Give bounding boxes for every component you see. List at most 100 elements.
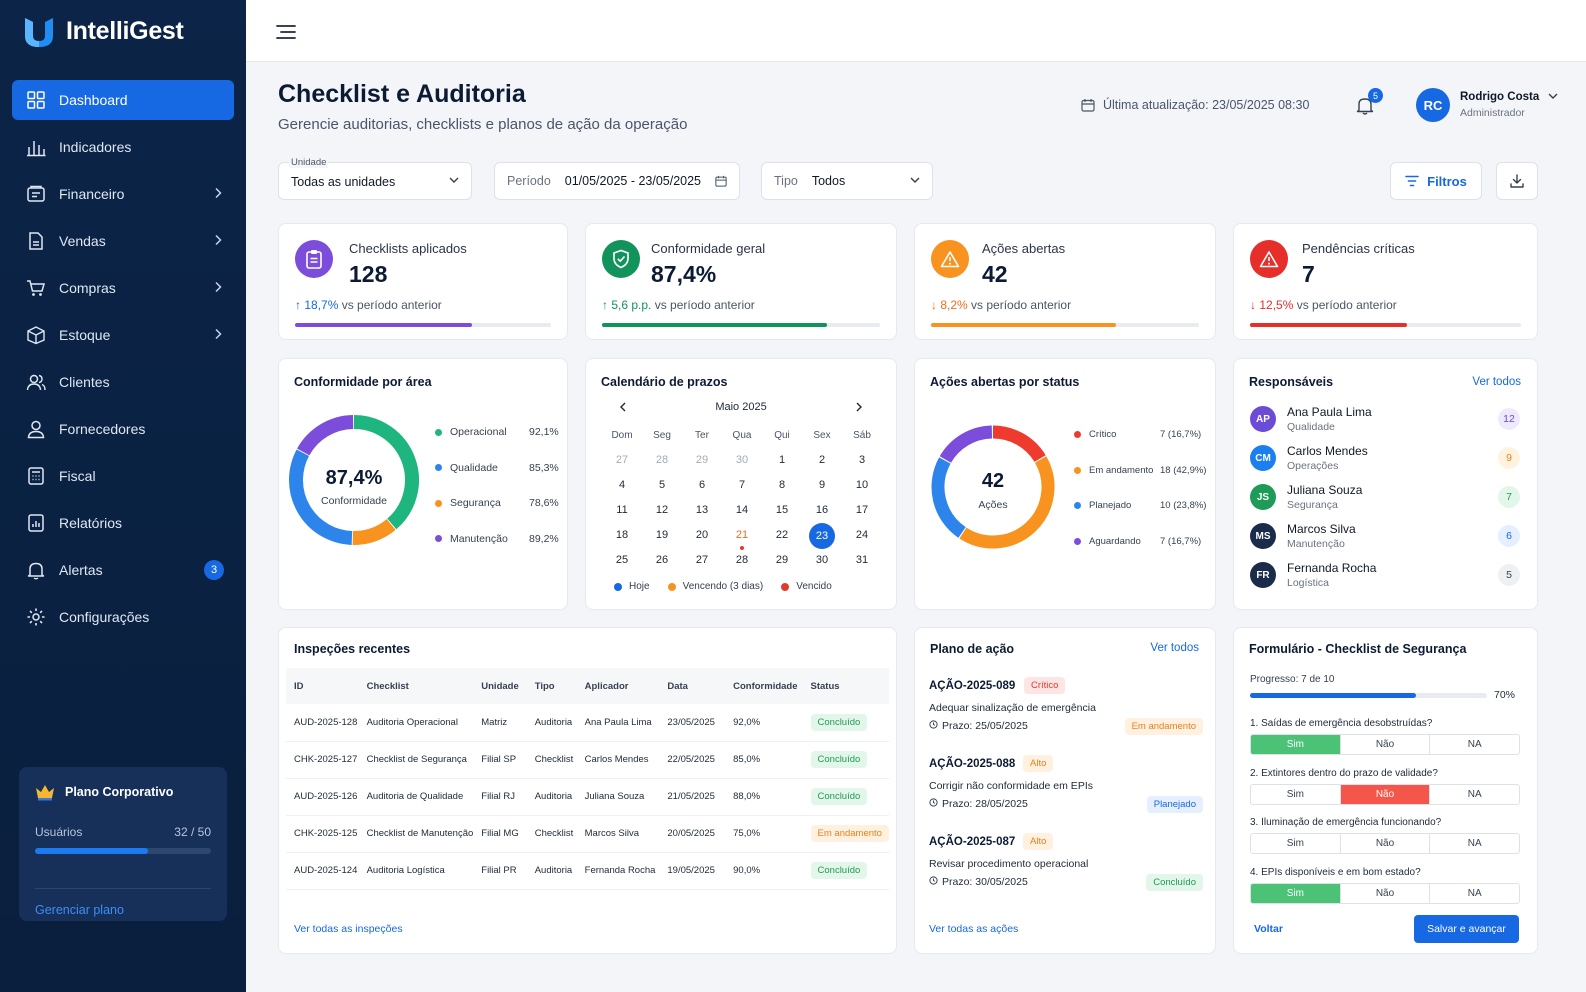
calendar-day[interactable]: 31 xyxy=(842,548,882,573)
answer-option[interactable]: NA xyxy=(1467,887,1482,899)
calendar-day[interactable]: 15 xyxy=(762,498,802,523)
calendar-day[interactable]: 27 xyxy=(602,448,642,473)
calendar-day[interactable]: 24 xyxy=(842,523,882,548)
answer-option[interactable]: Não xyxy=(1341,883,1431,903)
app-logo[interactable]: IntelliGest xyxy=(22,14,184,48)
calendar-day[interactable]: 16 xyxy=(802,498,842,523)
sidebar-item-relatorios[interactable]: Relatórios xyxy=(12,503,234,543)
table-row[interactable]: AUD-2025-128 Auditoria Operacional Matriz A… xyxy=(286,704,889,742)
calendar-day[interactable]: 9 xyxy=(802,473,842,498)
calendar-day[interactable]: 29 xyxy=(762,548,802,573)
calendar-day[interactable]: 1 xyxy=(762,448,802,473)
answer-option[interactable]: NA xyxy=(1467,788,1482,800)
calendar-day[interactable]: 3 xyxy=(842,448,882,473)
save-next-button[interactable]: Salvar e avançar xyxy=(1414,915,1519,943)
calendar-day[interactable]: 22 xyxy=(762,523,802,548)
notifications-button[interactable]: 5 xyxy=(1356,88,1383,120)
table-row[interactable]: AUD-2025-126 Auditoria de Qualidade Filial… xyxy=(286,778,889,816)
table-row[interactable]: CHK-2025-125 Checklist de Manutenção Filia… xyxy=(286,815,889,853)
answer-option[interactable]: Sim xyxy=(1251,735,1341,754)
cell-text: AUD-2025-126 xyxy=(294,791,358,802)
download-button[interactable] xyxy=(1496,162,1538,200)
answer-option[interactable]: NA xyxy=(1467,838,1482,849)
calendar-day[interactable]: 28 xyxy=(722,548,762,573)
sidebar-item-alertas[interactable]: Alertas 3 xyxy=(12,550,234,590)
calendar-day[interactable]: 30 xyxy=(802,548,842,573)
calendar-day[interactable]: 19 xyxy=(642,523,682,548)
calendar-day[interactable]: 29 xyxy=(682,448,722,473)
chevron-right-icon[interactable] xyxy=(854,402,864,412)
type-select[interactable]: Tipo Todos xyxy=(761,162,933,200)
avatar: FR xyxy=(1250,562,1276,588)
sidebar-item-fiscal[interactable]: Fiscal xyxy=(12,456,234,496)
top-bar xyxy=(246,0,1586,62)
calendar-day[interactable]: 21 xyxy=(722,523,762,550)
answer-option[interactable]: Sim xyxy=(1251,883,1341,903)
calendar-day[interactable]: 7 xyxy=(722,473,762,498)
user-menu[interactable]: RC Rodrigo Costa Administrador xyxy=(1416,88,1558,122)
sidebar-item-clientes[interactable]: Clientes xyxy=(12,362,234,402)
action-id: AÇÃO-2025-089 xyxy=(929,680,1016,692)
sidebar-item-indicadores[interactable]: Indicadores xyxy=(12,127,234,167)
view-all-link[interactable]: Ver todos xyxy=(1150,642,1199,654)
menu-icon[interactable] xyxy=(276,24,296,40)
calendar-day[interactable]: 28 xyxy=(642,448,682,473)
action-item[interactable]: AÇÃO-2025-088 Alto Corrigir não conformida… xyxy=(929,755,1203,830)
answer-option[interactable]: Não xyxy=(1340,784,1431,804)
view-all-link[interactable]: Ver todos xyxy=(1472,376,1521,388)
day-number: 1 xyxy=(778,454,786,466)
calendar-day[interactable]: 14 xyxy=(722,498,762,523)
responsavel-row[interactable]: AP Ana Paula Lima Qualidade 12 xyxy=(1250,403,1520,439)
answer-option[interactable]: Sim xyxy=(1251,784,1341,804)
calendar-day[interactable]: 10 xyxy=(842,473,882,498)
chevron-left-icon[interactable] xyxy=(618,402,628,412)
unit-select[interactable]: Unidade Todas as unidades xyxy=(278,157,472,200)
responsavel-row[interactable]: MS Marcos Silva Manutenção 6 xyxy=(1250,520,1520,556)
filters-button[interactable]: Filtros xyxy=(1390,162,1482,200)
answer-option[interactable]: Não xyxy=(1341,834,1431,853)
calendar-day[interactable]: 25 xyxy=(602,548,642,573)
calendar-day[interactable]: 8 xyxy=(762,473,802,498)
period-picker[interactable]: Período 01/05/2025 - 23/05/2025 xyxy=(494,162,740,200)
calendar-day[interactable]: 17 xyxy=(842,498,882,523)
sidebar-item-financeiro[interactable]: Financeiro xyxy=(12,174,234,214)
status-badge: Concluído xyxy=(810,788,868,805)
sidebar-item-compras[interactable]: Compras xyxy=(12,268,234,308)
calendar-day[interactable]: 5 xyxy=(642,473,682,498)
table-row[interactable]: AUD-2025-124 Auditoria Logística Filial PR… xyxy=(286,852,889,890)
calendar-day[interactable]: 12 xyxy=(642,498,682,523)
action-item[interactable]: AÇÃO-2025-089 Crítico Adequar sinalização … xyxy=(929,677,1203,752)
answer-option[interactable]: Sim xyxy=(1251,834,1341,853)
responsavel-row[interactable]: CM Carlos Mendes Operações 9 xyxy=(1250,442,1520,478)
view-all-inspections-link[interactable]: Ver todas as inspeções xyxy=(294,923,403,935)
responsavel-row[interactable]: FR Fernanda Rocha Logística 5 xyxy=(1250,559,1520,595)
cart-icon xyxy=(26,278,46,298)
responsavel-row[interactable]: JS Juliana Souza Segurança 7 xyxy=(1250,481,1520,517)
calendar-day[interactable]: 2 xyxy=(802,448,842,473)
donut-center-label: Conformidade xyxy=(321,495,387,507)
sidebar-item-estoque[interactable]: Estoque xyxy=(12,315,234,355)
table-row[interactable]: CHK-2025-127 Checklist de Segurança Filial… xyxy=(286,741,889,779)
calendar-day[interactable]: 30 xyxy=(722,448,762,473)
calendar-day[interactable]: 6 xyxy=(682,473,722,498)
calendar-day[interactable]: 27 xyxy=(682,548,722,573)
calendar-day[interactable]: 4 xyxy=(602,473,642,498)
sidebar-item-configuracoes[interactable]: Configurações xyxy=(12,597,234,637)
sidebar-item-dashboard[interactable]: Dashboard xyxy=(12,80,234,120)
answer-option[interactable]: Não xyxy=(1341,735,1431,754)
sidebar-item-vendas[interactable]: Vendas xyxy=(12,221,234,261)
calendar-day[interactable]: 23 xyxy=(802,523,842,549)
manage-plan-link[interactable]: Gerenciar plano xyxy=(35,888,211,917)
calendar-day[interactable]: 13 xyxy=(682,498,722,523)
calendar-day[interactable]: 26 xyxy=(642,548,682,573)
back-button[interactable]: Voltar xyxy=(1254,923,1283,935)
action-plan-card: Plano de ação Ver todos AÇÃO-2025-089 Crí… xyxy=(914,627,1216,954)
count-badge: 5 xyxy=(1498,564,1520,586)
answer-option[interactable]: NA xyxy=(1467,739,1482,750)
view-all-actions-link[interactable]: Ver todas as ações xyxy=(929,923,1019,935)
action-item[interactable]: AÇÃO-2025-087 Alto Revisar procedimento op… xyxy=(929,833,1203,908)
calendar-day[interactable]: 11 xyxy=(602,498,642,523)
calendar-day[interactable]: 18 xyxy=(602,523,642,548)
calendar-day[interactable]: 20 xyxy=(682,523,722,548)
sidebar-item-fornecedores[interactable]: Fornecedores xyxy=(12,409,234,449)
